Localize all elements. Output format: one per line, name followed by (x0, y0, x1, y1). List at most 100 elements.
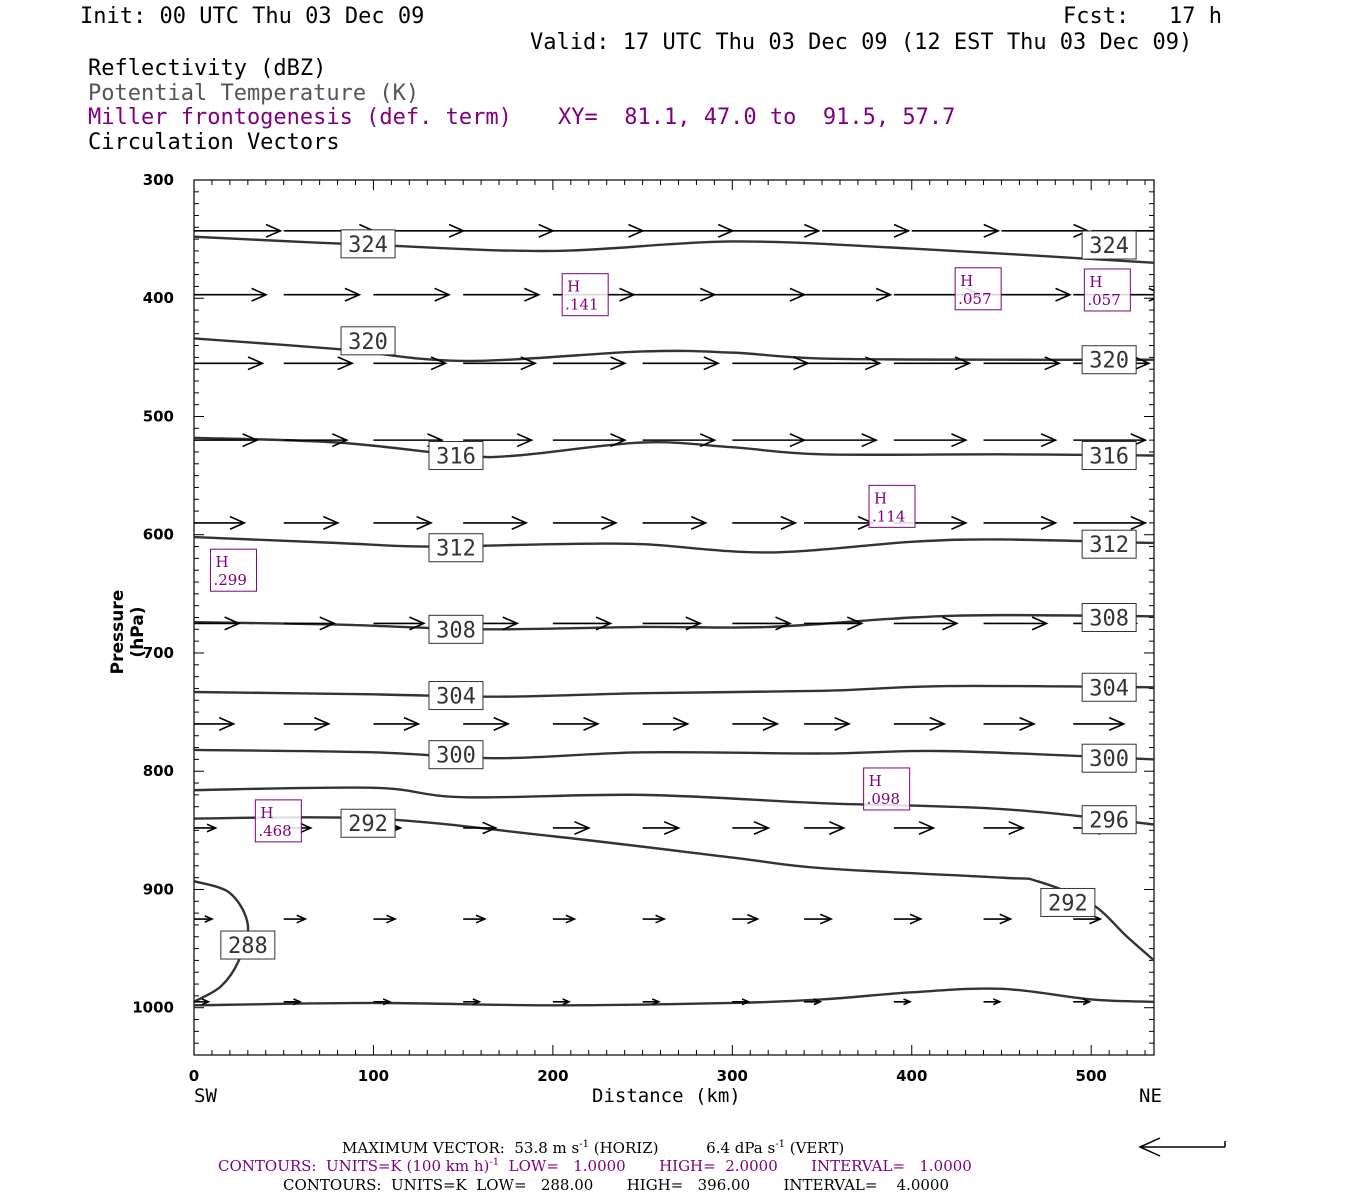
frontogenesis-max-label: H (874, 489, 887, 507)
y-tick-label: 400 (143, 289, 174, 307)
circulation-vector-head (1130, 515, 1148, 530)
circulation-vector-head (903, 998, 913, 1006)
frontogenesis-max-label: H (215, 553, 228, 571)
contour-label-box (340, 808, 396, 838)
circulation-vector-head (574, 820, 591, 836)
circulation-vector-head (893, 223, 911, 238)
plot-frame (193, 179, 1155, 1056)
max-vector-vert-exp: -1 (775, 1139, 785, 1150)
circulation-vector-head (1031, 616, 1049, 631)
forecast-hour: Fcst: 17 h (1063, 4, 1222, 29)
theta-contour-296 (194, 786, 1154, 826)
circulation-vector-head (516, 433, 534, 448)
circulation-vector-head (595, 616, 613, 631)
circulation-vector-head (610, 356, 627, 371)
plot-axes: 0 100 200 300 400 500 300 400 500 600 700 800 900 100… (132, 171, 1155, 1085)
theta-contour-unlabeled (194, 987, 1154, 1007)
frontogenesis-max-label: H (1089, 273, 1102, 291)
circulation-vector-head (1108, 716, 1126, 731)
theta-contour-312 (194, 535, 1154, 554)
circulation-vector-head (1040, 433, 1058, 448)
contour-label-288: 288 (228, 934, 268, 959)
valid-time: Valid: 17 UTC Thu 03 Dec 09 (12 EST Thu … (530, 30, 1193, 55)
max-vector-vert: (HORIZ) 6.4 dPa s (588, 1139, 776, 1157)
circulation-vector-head (875, 287, 893, 302)
frontogenesis-max-value: .299 (213, 571, 246, 589)
circulation-vector-head (1055, 287, 1072, 302)
circulation-vector-head (651, 998, 661, 1006)
circulation-vector-head (918, 820, 936, 836)
contour-label-box (428, 614, 484, 644)
circulation-vector-head (472, 998, 482, 1006)
contour-label-320: 320 (1089, 349, 1129, 374)
frontogenesis-max-label: H (567, 278, 580, 296)
circulation-vector-head (803, 223, 821, 238)
circulation-vector-head (416, 515, 434, 530)
circulation-vector-head (344, 287, 362, 302)
circulation-vector-head (337, 356, 355, 371)
theta-contour-info: CONTOURS: UNITS=K LOW= 288.00 HIGH= 396.… (283, 1176, 949, 1194)
circulation-vector-head (929, 716, 947, 731)
contour-label-box (1081, 441, 1137, 471)
circulation-vector-head (296, 914, 308, 924)
frontogenesis-max-box (954, 267, 1002, 311)
frontogenesis-range: LOW= 1.0000 HIGH= 2.0000 INTERVAL= 1.000… (499, 1157, 972, 1175)
x-tick-label: 100 (358, 1067, 389, 1085)
y-axis-title: Pressure (hPa) (108, 589, 148, 675)
field-reflectivity: Reflectivity (dBZ) (88, 56, 327, 81)
contour-label-316: 316 (1089, 445, 1129, 470)
field-circulation-vectors: Circulation Vectors (88, 130, 340, 155)
contour-label-box (1081, 672, 1137, 702)
circulation-vector-head (846, 616, 864, 631)
frontogenesis-max-label: H (960, 272, 973, 290)
circulation-vector-head (565, 914, 577, 924)
circulation-vector-head (265, 223, 283, 238)
circulation-vector-head (331, 433, 349, 448)
circulation-vector-head (493, 716, 511, 731)
circulation-vector-head (951, 515, 968, 530)
circulation-vector-head (218, 716, 236, 731)
circulation-vector-head (434, 287, 452, 302)
contour-label-312: 312 (1089, 533, 1129, 558)
y-tick-label: 300 (143, 171, 174, 189)
circulation-vector-head (909, 913, 923, 925)
circulation-vector-head (780, 515, 798, 530)
contour-label-box (220, 930, 276, 960)
contour-label-box (340, 326, 396, 356)
frontogenesis-units-exp: -1 (489, 1157, 500, 1168)
circulation-vector-head (699, 433, 717, 448)
circulation-vector-head (206, 823, 218, 833)
contour-label-box (428, 533, 484, 563)
circulation-vector-head (861, 433, 879, 448)
circulation-vector-head (954, 356, 972, 371)
x-tick-label: 400 (896, 1067, 927, 1085)
theta-contour-324 (194, 235, 1154, 264)
circulation-vector-head (819, 913, 834, 925)
contour-label-292: 292 (1048, 891, 1088, 916)
circulation-vector-head (983, 223, 1001, 238)
circulation-vector-head (319, 616, 337, 631)
circulation-vector-head (204, 915, 214, 923)
y-tick-label: 900 (143, 880, 174, 898)
circulation-vector-head (762, 716, 780, 731)
circulation-vectors (194, 223, 1154, 1006)
frontogenesis-max-value: .468 (258, 822, 291, 840)
frontogenesis-contour-info: CONTOURS: UNITS=K (100 km h)-1 LOW= 1.00… (218, 1157, 972, 1175)
frontogenesis-max-label: H (869, 772, 882, 790)
circulation-vector-head (242, 433, 259, 448)
circulation-vector-head (1019, 716, 1036, 731)
frontogenesis-max-value: .098 (867, 790, 900, 808)
contour-label-308: 308 (436, 618, 476, 643)
circulation-vector-head (834, 716, 852, 731)
x-axis-right-end: NE (1139, 1085, 1162, 1107)
field-frontogenesis: Miller frontogenesis (def. term) (88, 105, 512, 130)
contour-label-304: 304 (1089, 676, 1129, 701)
circulation-vector-head (672, 716, 690, 731)
circulation-vector-head (247, 356, 265, 371)
contour-labels: 324 324 320 320 316 316 312 312 308 308 304 304 300 3… (220, 229, 1137, 960)
contour-label-box (1081, 603, 1137, 632)
frontogenesis-max-box (561, 273, 609, 317)
circulation-vector-head (322, 515, 340, 530)
